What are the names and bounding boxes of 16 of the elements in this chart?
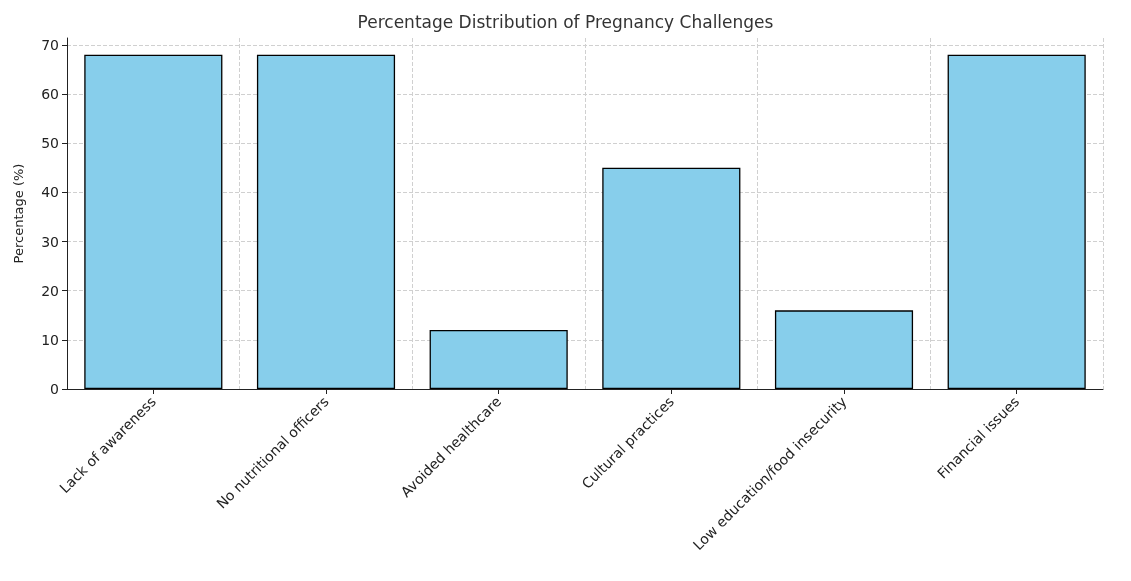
bar — [774, 310, 914, 389]
bar — [256, 54, 396, 389]
y-tick-label: 10 — [41, 331, 59, 348]
y-tick-label: 20 — [41, 282, 59, 299]
bar — [429, 330, 568, 389]
y-axis-title: Percentage (%) — [11, 163, 26, 264]
chart-title: Percentage Distribution of Pregnancy Challenges — [357, 11, 774, 32]
y-tick-label: 40 — [41, 184, 59, 201]
y-tick-label: 50 — [41, 135, 59, 152]
y-tick-label: 0 — [50, 381, 59, 397]
y-tick-label: 70 — [41, 36, 59, 53]
y-tick-label: 60 — [41, 86, 59, 103]
bar — [947, 54, 1086, 389]
bar — [602, 167, 741, 389]
y-tick-label: 30 — [41, 233, 59, 250]
bar — [84, 54, 223, 389]
